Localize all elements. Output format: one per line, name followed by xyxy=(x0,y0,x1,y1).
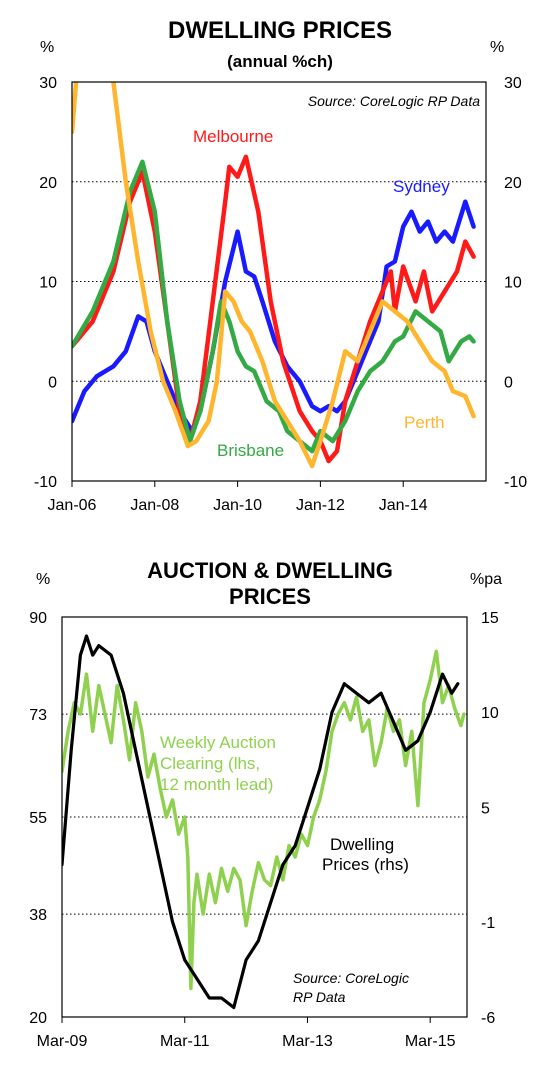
chart1-xtick-label: Jan-08 xyxy=(130,497,179,514)
chart1-ytick-right: 30 xyxy=(504,75,522,92)
chart2-xtick-label: Mar-15 xyxy=(405,1033,456,1050)
series-line-dwelling-prices xyxy=(62,634,460,1010)
chart2-ytick-right: -6 xyxy=(481,1010,495,1027)
chart2-ytick-left: 55 xyxy=(29,810,47,827)
chart1-left-unit: % xyxy=(40,39,54,56)
chart2-ytick-left: 20 xyxy=(29,1010,47,1027)
series-line-brisbane xyxy=(72,159,476,454)
chart2-ytick-right: -1 xyxy=(481,915,495,932)
chart2-ytick-left: 38 xyxy=(29,907,47,924)
chart2-left-unit: % xyxy=(36,571,50,588)
chart1-ytick-right: 10 xyxy=(504,275,522,292)
chart1-ytick-right: -10 xyxy=(504,474,527,491)
chart1-xtick-label: Jan-14 xyxy=(379,497,428,514)
chart2-ytick-left: 90 xyxy=(29,610,47,627)
series-label-melbourne: Melbourne xyxy=(193,127,273,146)
chart1-subtitle: (annual %ch) xyxy=(227,52,333,71)
chart2-ytick-right: 5 xyxy=(481,800,490,817)
series-line-auction-clearing xyxy=(62,649,466,991)
series-label-dwelling-2: Prices (rhs) xyxy=(322,855,409,874)
chart2-source-line2: RP Data xyxy=(293,989,346,1005)
chart1-ytick-left: 30 xyxy=(39,75,57,92)
series-label-perth: Perth xyxy=(404,413,445,432)
chart2-source-line1: Source: CoreLogic xyxy=(293,970,409,986)
chart2-title-line2: PRICES xyxy=(229,584,311,609)
chart2-ytick-left: 73 xyxy=(29,707,47,724)
chart1-xtick-label: Jan-06 xyxy=(48,497,97,514)
chart1-ytick-left: 10 xyxy=(39,275,57,292)
chart-auction-dwelling: AUCTION & DWELLING PRICES % %pa 20 38 55 73… xyxy=(29,558,502,1050)
chart1-ytick-left: 20 xyxy=(39,175,57,192)
chart1-plot-frame xyxy=(71,81,487,482)
chart1-ytick-right: 20 xyxy=(504,175,522,192)
chart-dwelling-prices: DWELLING PRICES (annual %ch) % % -10 -10 0… xyxy=(34,17,527,514)
chart1-source: Source: CoreLogic RP Data xyxy=(308,93,480,109)
chart1-ytick-left: 0 xyxy=(48,374,57,391)
chart1-ytick-left: -10 xyxy=(34,474,57,491)
chart2-xtick-label: Mar-09 xyxy=(37,1033,88,1050)
chart2-xtick-label: Mar-13 xyxy=(282,1033,333,1050)
chart2-ytick-right: 15 xyxy=(481,610,499,627)
chart2-ytick-right: 10 xyxy=(481,705,499,722)
series-line-perth xyxy=(72,82,476,469)
chart1-right-unit: % xyxy=(490,39,504,56)
chart2-xtick-label: Mar-11 xyxy=(160,1033,210,1050)
series-label-brisbane: Brisbane xyxy=(217,441,284,460)
chart2-title-line1: AUCTION & DWELLING xyxy=(147,558,393,583)
series-label-auction-3: 12 month lead) xyxy=(160,775,273,794)
chart1-title: DWELLING PRICES xyxy=(168,17,392,44)
chart1-xtick-label: Jan-12 xyxy=(296,497,345,514)
chart2-right-unit: %pa xyxy=(470,571,502,588)
series-label-auction-1: Weekly Auction xyxy=(160,733,276,752)
series-label-auction-2: Clearing (lhs, xyxy=(160,754,260,773)
chart1-xtick-label: Jan-10 xyxy=(213,497,262,514)
series-label-dwelling-1: Dwelling xyxy=(330,835,394,854)
chart1-ytick-right: 0 xyxy=(504,374,513,391)
chart2-plot-frame xyxy=(61,616,468,1018)
series-label-sydney: Sydney xyxy=(393,177,450,196)
